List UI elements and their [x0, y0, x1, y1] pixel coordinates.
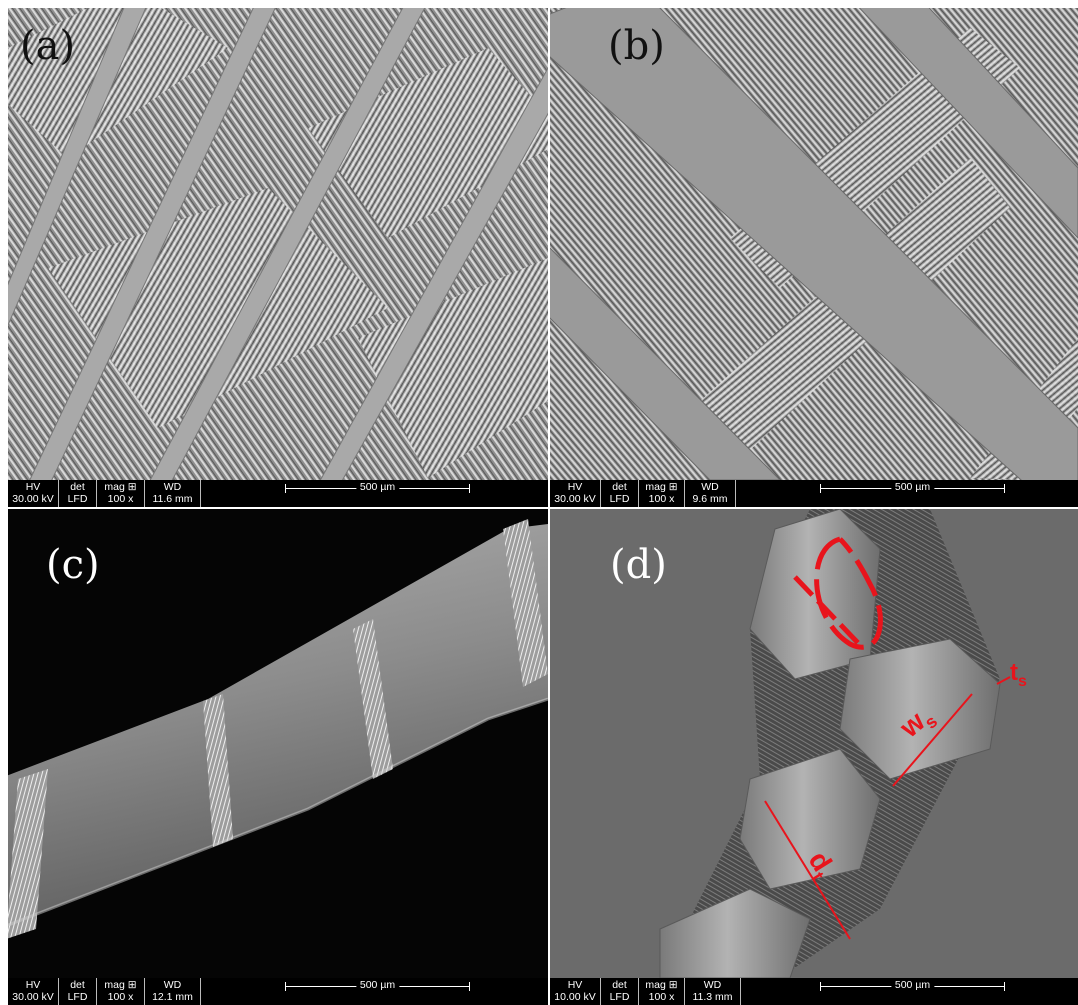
scale-bar: 500 µm — [285, 481, 470, 494]
scale-bar: 500 µm — [285, 979, 470, 992]
wd-cell: WD 12.1 mm — [145, 978, 201, 1005]
mag-cell: mag ⊞ 100 x — [639, 480, 685, 507]
sem-image-woven-yarn-b — [550, 8, 1078, 480]
annotation-ts: ts — [1010, 659, 1027, 690]
mag-cell: mag ⊞ 100 x — [97, 978, 145, 1005]
hv-cell: HV 30.00 kV — [8, 480, 59, 507]
sem-databar-d: HV 10.00 kV det LFD mag ⊞ 100 x WD 11.3 … — [550, 978, 1078, 1005]
sem-image-wrapped-yarn-c — [8, 509, 548, 978]
det-cell: det LFD — [59, 480, 97, 507]
hv-cell: HV 30.00 kV — [8, 978, 59, 1005]
sem-image-wrapped-yarn-d — [550, 509, 1078, 978]
wd-cell: WD 9.6 mm — [685, 480, 736, 507]
wd-cell: WD 11.6 mm — [145, 480, 201, 507]
wd-cell: WD 11.3 mm — [685, 978, 741, 1005]
sem-panel-b: (b) HV 30.00 kV det LFD mag ⊞ 100 x WD 9… — [550, 8, 1078, 507]
det-cell: det LFD — [59, 978, 97, 1005]
scale-bar: 500 µm — [820, 481, 1005, 494]
scale-bar: 500 µm — [820, 979, 1005, 992]
panel-label-b: (b) — [608, 23, 665, 69]
sem-panel-a: (a) HV 30.00 kV det LFD mag ⊞ 100 x WD 1… — [8, 8, 548, 507]
sem-databar-c: HV 30.00 kV det LFD mag ⊞ 100 x WD 12.1 … — [8, 978, 548, 1005]
panel-label-d: (d) — [610, 542, 667, 588]
mag-cell: mag ⊞ 100 x — [639, 978, 685, 1005]
panel-label-c: (c) — [46, 542, 100, 588]
det-cell: det LFD — [601, 480, 639, 507]
hv-cell: HV 30.00 kV — [550, 480, 601, 507]
mag-cell: mag ⊞ 100 x — [97, 480, 145, 507]
panel-label-a: (a) — [20, 23, 76, 69]
sem-panel-d: (d) ws ts dt HV 10.00 kV det LFD mag ⊞ 1… — [550, 509, 1078, 1005]
det-cell: det LFD — [601, 978, 639, 1005]
sem-databar-b: HV 30.00 kV det LFD mag ⊞ 100 x WD 9.6 m… — [550, 480, 1078, 507]
hv-cell: HV 10.00 kV — [550, 978, 601, 1005]
sem-databar-a: HV 30.00 kV det LFD mag ⊞ 100 x WD 11.6 … — [8, 480, 548, 507]
sem-panel-c: (c) HV 30.00 kV det LFD mag ⊞ 100 x WD 1… — [8, 509, 548, 1005]
sem-image-woven-yarn-a — [8, 8, 548, 480]
